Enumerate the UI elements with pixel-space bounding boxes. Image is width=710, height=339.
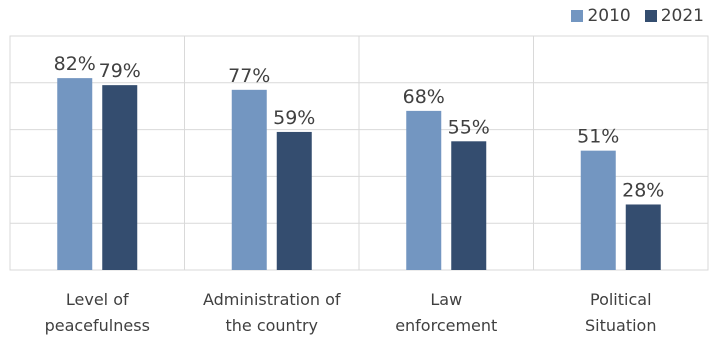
legend-swatch-2021 [644, 10, 657, 22]
legend: 2010 2021 [571, 6, 704, 26]
legend-swatch-2010 [571, 10, 584, 22]
legend-label-2021: 2021 [660, 6, 704, 26]
data-label-2010-2: 68% [403, 86, 445, 108]
data-label-2021-2: 55% [448, 116, 490, 138]
bar-2010-3 [580, 150, 616, 270]
category-label-0-1: peacefulness [45, 316, 150, 335]
bar-2010-0 [57, 78, 93, 271]
category-label-0-0: Level of [66, 290, 129, 309]
legend-label-2010: 2010 [587, 6, 631, 26]
legend-item-2010: 2010 [571, 6, 631, 26]
category-label-3-1: Situation [585, 316, 656, 335]
data-label-2021-3: 28% [622, 179, 664, 201]
data-label-2021-1: 59% [273, 107, 315, 129]
category-label-3-0: Political [590, 290, 652, 309]
bar-2021-0 [102, 85, 138, 270]
data-label-2010-3: 51% [577, 126, 619, 148]
category-label-1-1: the country [225, 316, 318, 335]
data-label-2021-0: 79% [99, 60, 141, 82]
legend-item-2021: 2021 [644, 6, 704, 26]
bar-2021-1 [276, 131, 312, 270]
category-label-2-0: Law [430, 290, 462, 309]
bar-2010-1 [231, 89, 267, 270]
data-label-2010-1: 77% [228, 65, 270, 87]
bar-2021-2 [451, 141, 487, 270]
bar-2010-2 [406, 110, 442, 270]
bar-2021-3 [625, 204, 661, 270]
data-label-2010-0: 82% [54, 53, 96, 75]
category-label-2-1: enforcement [395, 316, 497, 335]
category-label-1-0: Administration of [203, 290, 341, 309]
